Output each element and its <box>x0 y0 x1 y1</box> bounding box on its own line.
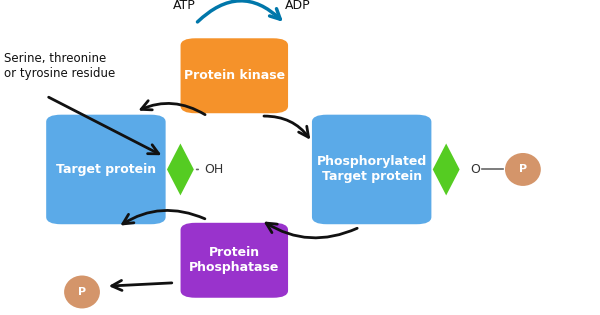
Text: Serine, threonine
or tyrosine residue: Serine, threonine or tyrosine residue <box>4 52 116 80</box>
Text: O: O <box>470 163 479 176</box>
Text: P: P <box>519 164 527 175</box>
FancyBboxPatch shape <box>46 115 166 224</box>
Text: P: P <box>78 287 86 297</box>
FancyBboxPatch shape <box>312 115 431 224</box>
FancyBboxPatch shape <box>181 223 288 298</box>
Ellipse shape <box>505 153 541 186</box>
Text: ATP: ATP <box>173 0 196 12</box>
FancyBboxPatch shape <box>181 38 288 113</box>
Polygon shape <box>167 144 194 195</box>
Text: OH: OH <box>204 163 223 176</box>
Polygon shape <box>433 144 460 195</box>
Text: Protein kinase: Protein kinase <box>184 69 285 82</box>
Text: Protein
Phosphatase: Protein Phosphatase <box>189 246 280 274</box>
Text: Target protein: Target protein <box>56 163 156 176</box>
Text: Phosphorylated
Target protein: Phosphorylated Target protein <box>317 156 427 183</box>
Text: ADP: ADP <box>286 0 311 12</box>
Ellipse shape <box>64 276 100 308</box>
